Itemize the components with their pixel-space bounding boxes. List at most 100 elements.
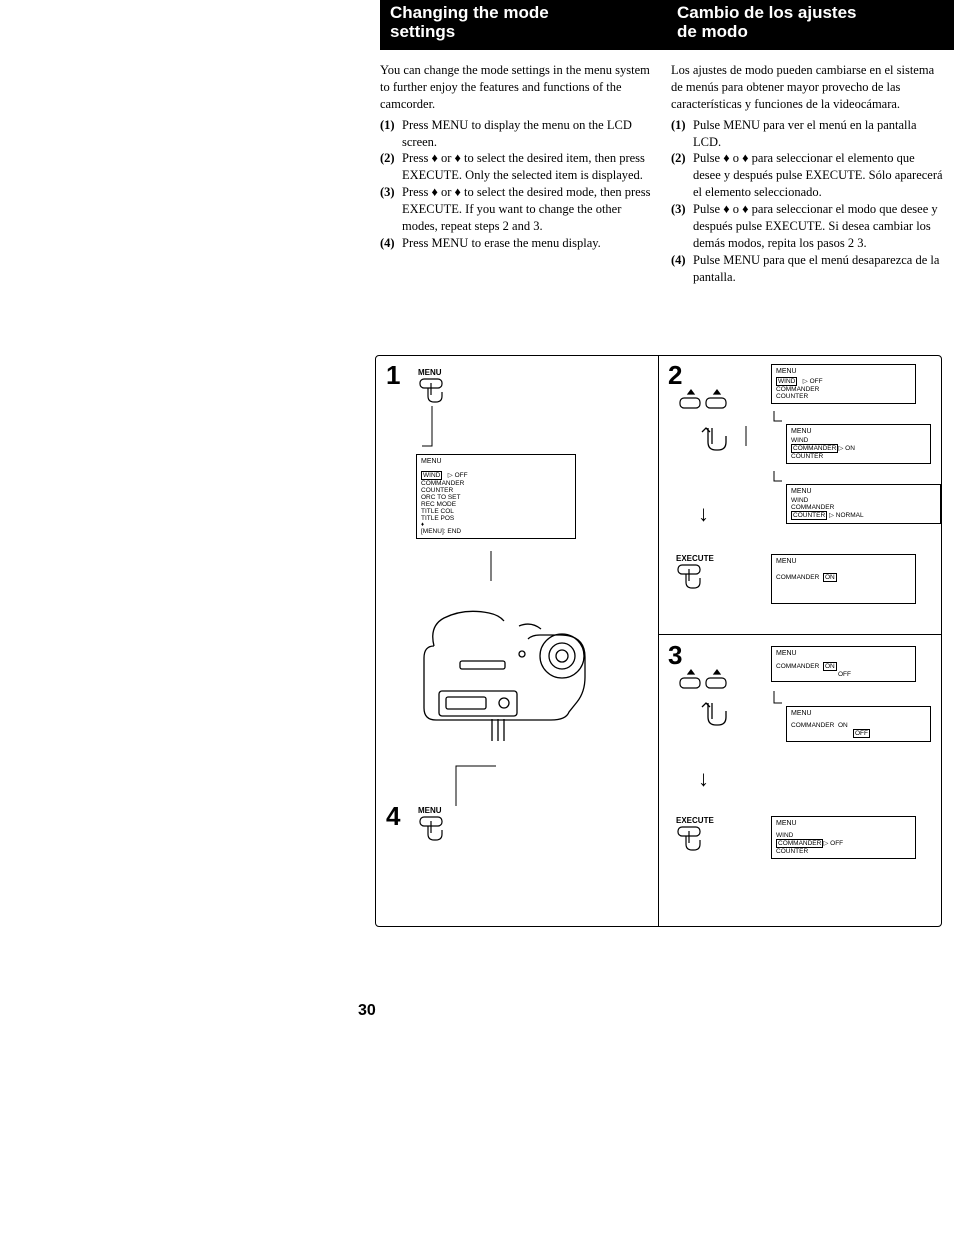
es-intro: Los ajustes de modo pueden cambiarse en … (671, 62, 944, 113)
horizontal-divider (659, 634, 941, 635)
step2-menu-c: MENU WIND COMMANDER COUNTER ▷ NORMAL (786, 484, 941, 524)
execute-label: EXECUTE (676, 554, 714, 563)
menu-title: MENU (776, 820, 911, 827)
menu-end: [MENU]: END (421, 528, 571, 535)
vertical-divider (658, 356, 659, 926)
menu-item-commander: COMMANDER (776, 839, 823, 848)
en-step-2: (2) Press ♦ or ♦ to select the desired i… (380, 150, 653, 184)
value-off: OFF (830, 840, 843, 847)
execute-label: EXECUTE (676, 816, 714, 825)
step3-menu-b: MENU COMMANDER ON OFF (786, 706, 931, 742)
menu-label: MENU (418, 806, 446, 815)
step2-execute-result: MENU COMMANDER ON (771, 554, 916, 604)
header-es-line2: de modo (677, 22, 748, 41)
body-columns: You can change the mode settings in the … (380, 62, 944, 285)
camcorder-illustration (404, 591, 624, 751)
en-intro: You can change the mode settings in the … (380, 62, 653, 113)
es-step-1: (1) Pulse MENU para ver el menú en la pa… (671, 117, 944, 151)
value-on: ON (823, 573, 837, 582)
menu-item-wind: WIND (421, 471, 442, 480)
step-number-4: 4 (386, 801, 400, 832)
column-english: You can change the mode settings in the … (380, 62, 653, 285)
menu-item-counter: COUNTER (791, 511, 827, 520)
arrow-icon: ▷ (803, 378, 808, 385)
figure-panel: 1 MENU MENU WIND ▷ OFF COMMANDER COUNTER… (375, 355, 942, 927)
press-icon (676, 563, 704, 593)
step-number-1: 1 (386, 360, 400, 391)
menu-item-commander: COMMANDER (791, 444, 838, 453)
menu-label: MENU (418, 368, 446, 377)
step-num: (3) (671, 201, 693, 252)
step2-menu-a: MENU WIND ▷ OFF COMMANDER COUNTER (771, 364, 916, 404)
arrow-icon: ▷ (823, 840, 828, 847)
header-en-line2: settings (390, 22, 455, 41)
menu-item-titlecol: TITLE COL (421, 508, 571, 515)
step-text: Press ♦ or ♦ to select the desired mode,… (402, 184, 653, 235)
step1-button-block: MENU (418, 368, 446, 407)
value-on: ON (838, 722, 848, 729)
arrow-down-icon: ↓ (698, 501, 709, 527)
step1-menu-screen: MENU WIND ▷ OFF COMMANDER COUNTER ORC TO… (416, 454, 576, 539)
es-step-4: (4) Pulse MENU para que el menú desapare… (671, 252, 944, 286)
en-step-1: (1) Press MENU to display the menu on th… (380, 117, 653, 151)
value-on: ON (845, 445, 855, 452)
step-num: (2) (671, 150, 693, 201)
value-off: OFF (853, 729, 870, 738)
press-icon (418, 377, 446, 407)
menu-item-counter: COUNTER (776, 848, 911, 855)
menu-item-wind: WIND (776, 832, 911, 839)
step2-menu-b: MENU WIND COMMANDER▷ ON COUNTER (786, 424, 931, 464)
menu-item-counter: COUNTER (776, 393, 911, 400)
menu-item-orc: ORC TO SET (421, 494, 571, 501)
arrow-icon: ▷ (448, 472, 453, 479)
menu-title: MENU (421, 458, 571, 465)
en-step-3: (3) Press ♦ or ♦ to select the desired m… (380, 184, 653, 235)
menu-item-counter: COUNTER (421, 487, 571, 494)
step2-rocker (676, 386, 736, 419)
step3-rocker (676, 666, 736, 699)
step-num: (4) (671, 252, 693, 286)
menu-title: MENU (776, 558, 911, 565)
menu-item-counter: COUNTER (791, 453, 926, 460)
value-normal: NORMAL (836, 512, 864, 519)
menu-item-recmode: REC MODE (421, 501, 571, 508)
page-number: 30 (358, 1002, 376, 1020)
step-text: Pulse ♦ o ♦ para seleccionar el elemento… (693, 150, 944, 201)
menu-title: MENU (791, 710, 926, 717)
menu-item-commander: COMMANDER (421, 480, 571, 487)
step-num: (1) (380, 117, 402, 151)
arrow-icon: ▷ (829, 512, 834, 519)
menu-item-wind: WIND (791, 497, 936, 504)
menu-item-commander: COMMANDER (776, 386, 911, 393)
value-off: OFF (810, 378, 823, 385)
header-bar: Changing the mode settings Cambio de los… (380, 0, 954, 50)
rocker-icon (676, 386, 736, 414)
step3-execute-result: MENU WIND COMMANDER▷ OFF COUNTER (771, 816, 916, 859)
step-text: Pulse MENU para ver el menú en la pantal… (693, 117, 944, 151)
en-step-4: (4) Press MENU to erase the menu display… (380, 235, 653, 252)
step-num: (1) (671, 117, 693, 151)
arrow-icon: ▷ (838, 445, 843, 452)
press-icon (418, 815, 446, 845)
step-text: Pulse ♦ o ♦ para seleccionar el modo que… (693, 201, 944, 252)
press-icon (696, 426, 728, 466)
menu-title: MENU (776, 650, 911, 657)
header-en-line1: Changing the mode (390, 3, 549, 22)
header-title-english: Changing the mode settings (380, 0, 667, 50)
step3-execute-block: EXECUTE (676, 816, 714, 855)
menu-item-titlepos: TITLE POS (421, 515, 571, 522)
step4-button-block: MENU (418, 806, 446, 845)
step-text: Press ♦ or ♦ to select the desired item,… (402, 150, 653, 184)
step3-menu-a: MENU COMMANDER ON OFF (771, 646, 916, 682)
header-title-spanish: Cambio de los ajustes de modo (667, 0, 954, 50)
press-icon (696, 701, 728, 741)
menu-title: MENU (776, 368, 911, 375)
es-step-2: (2) Pulse ♦ o ♦ para seleccionar el elem… (671, 150, 944, 201)
step-text: Press MENU to erase the menu display. (402, 235, 653, 252)
rocker-icon (676, 666, 736, 694)
value-off: OFF (776, 671, 911, 678)
step-text: Pulse MENU para que el menú desaparezca … (693, 252, 944, 286)
menu-item-commander: COMMANDER (791, 504, 936, 511)
menu-item-wind: WIND (791, 437, 926, 444)
column-spanish: Los ajustes de modo pueden cambiarse en … (671, 62, 944, 285)
